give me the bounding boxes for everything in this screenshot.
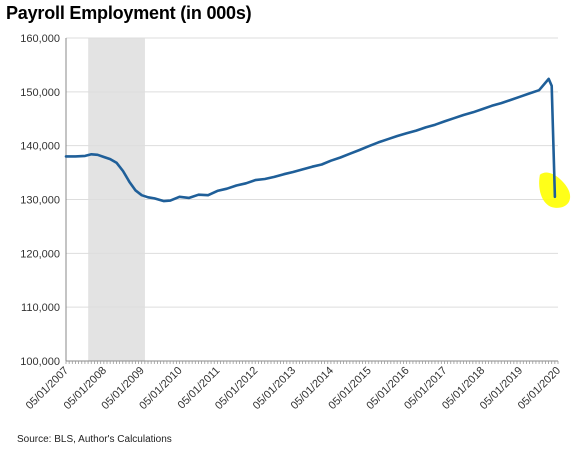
y-tick-label: 130,000 xyxy=(20,195,60,207)
source-note: Source: BLS, Author's Calculations xyxy=(17,434,172,445)
axis-layer xyxy=(65,38,559,364)
y-tick-label: 140,000 xyxy=(20,141,60,153)
chart-title: Payroll Employment (in 000s) xyxy=(6,3,252,23)
y-tick-label: 160,000 xyxy=(20,33,60,45)
payroll-series-line xyxy=(64,77,557,203)
line-layer xyxy=(64,77,557,203)
y-tick-labels: 160,000 150,000 140,000 130,000 120,000 110,0… xyxy=(20,33,60,368)
x-tick-labels: 05/01/200705/01/200805/01/200905/01/2010… xyxy=(24,365,563,412)
y-tick-label: 110,000 xyxy=(21,302,60,314)
y-tick-label: 120,000 xyxy=(20,248,60,260)
y-tick-label: 100,000 xyxy=(20,356,60,368)
y-tick-label: 150,000 xyxy=(20,87,60,99)
grid-layer xyxy=(66,37,558,308)
